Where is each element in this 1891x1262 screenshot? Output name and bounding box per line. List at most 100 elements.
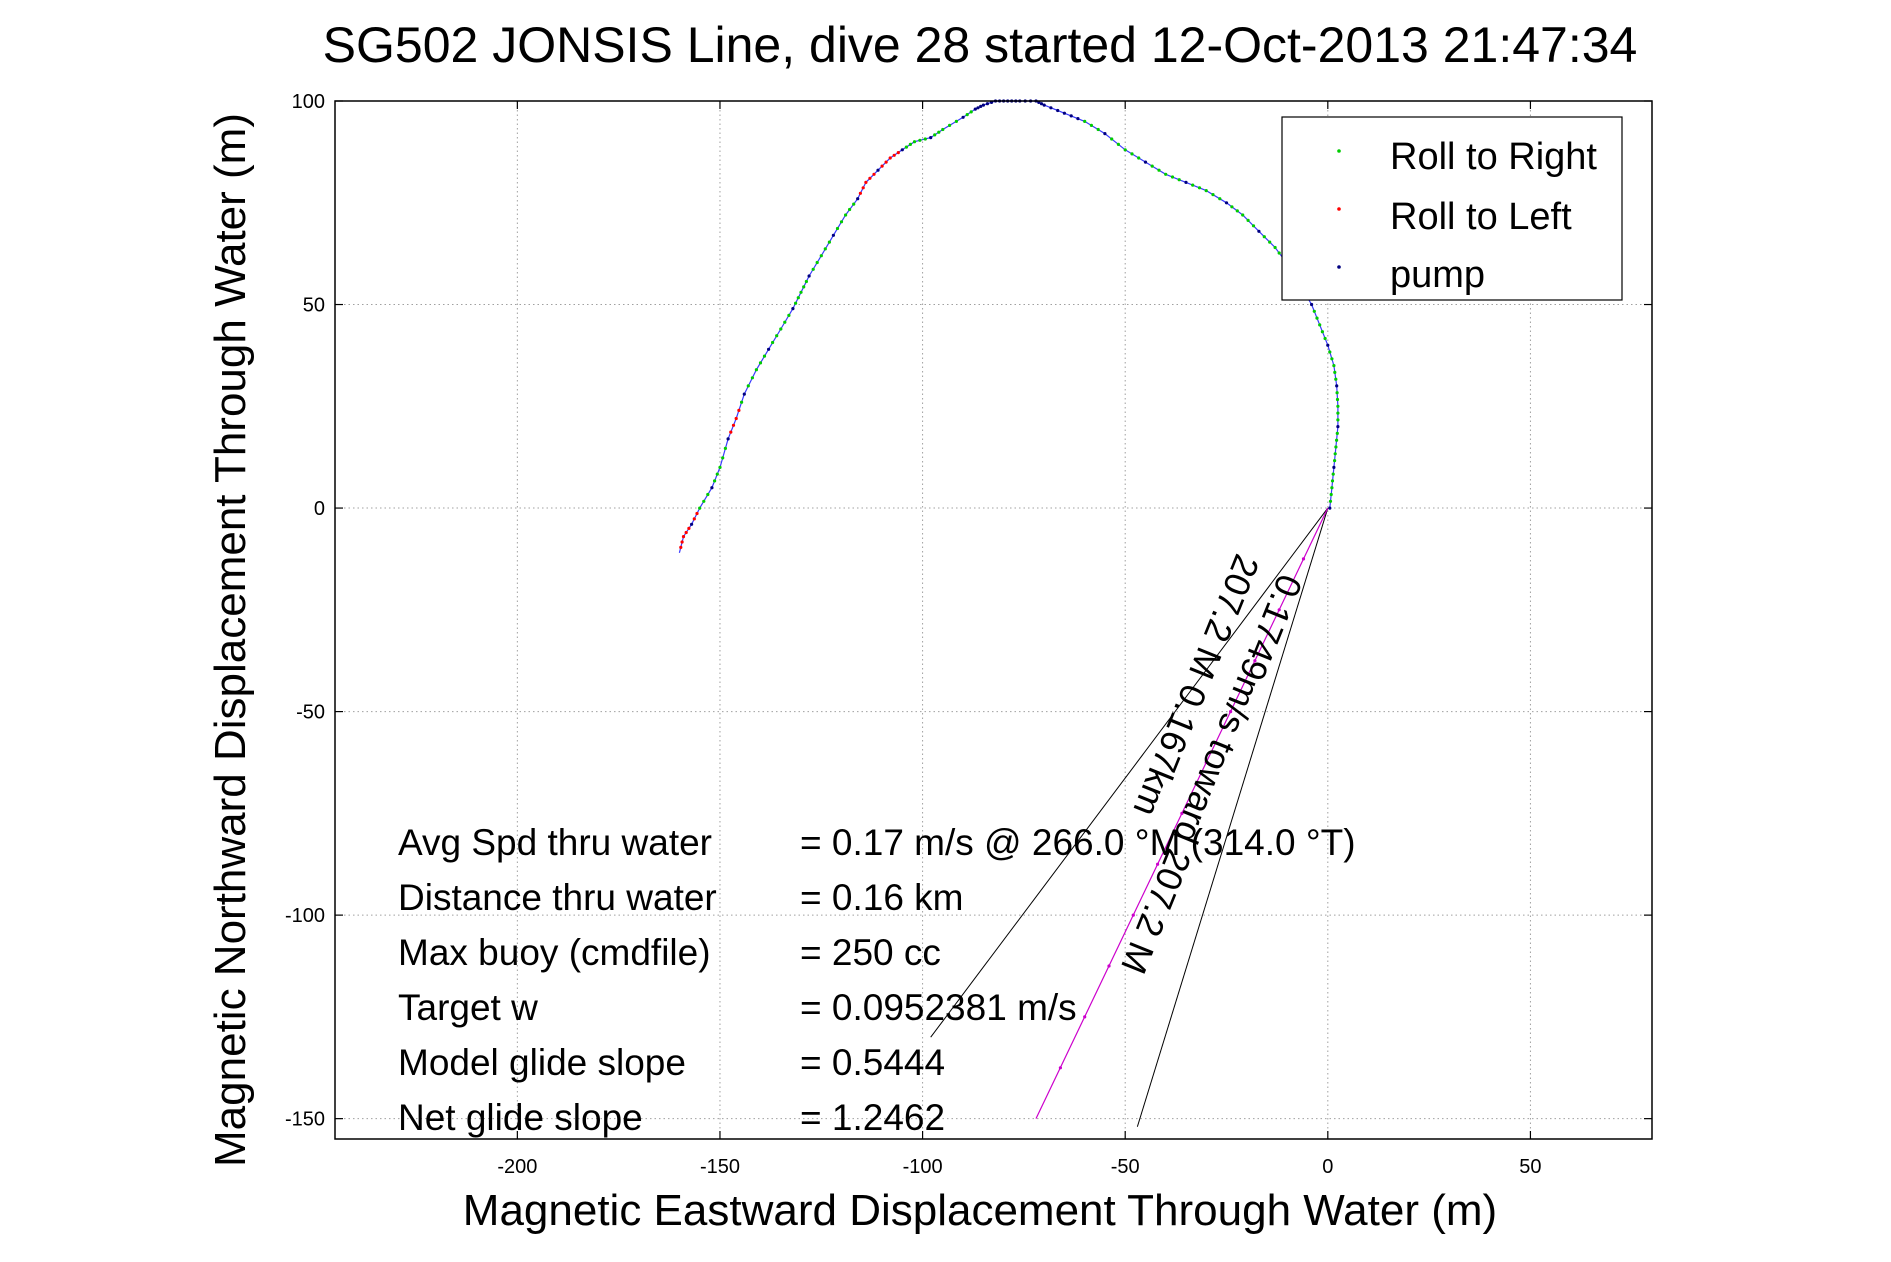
y-tick-label: -50	[296, 702, 325, 724]
marker-roll-right	[750, 376, 755, 380]
marker-roll-right	[1330, 486, 1334, 490]
marker-pump	[929, 136, 933, 140]
marker-roll-left	[729, 430, 733, 434]
marker-pump	[1326, 343, 1330, 347]
marker-pump	[831, 233, 836, 237]
marker-roll-right	[1164, 172, 1168, 176]
marker-roll-right	[1096, 127, 1100, 132]
marker-roll-right	[1315, 316, 1319, 320]
marker-pump	[1335, 384, 1339, 388]
marker-roll-left	[737, 408, 741, 412]
marker-roll-right	[715, 472, 719, 476]
marker-roll-right	[1334, 377, 1338, 381]
marker-roll-left	[892, 153, 896, 157]
marker-roll-right	[1157, 168, 1161, 172]
marker-roll-right	[908, 142, 913, 146]
marker-roll-right	[1123, 148, 1127, 152]
marker-roll-right	[746, 384, 750, 388]
marker-roll-left	[896, 151, 900, 155]
marker-roll-right	[1277, 251, 1281, 255]
marker-roll-left	[888, 156, 892, 160]
stat-value-distance: = 0.16 km	[800, 877, 964, 918]
marker-roll-left	[872, 172, 876, 176]
legend-label-roll-left: Roll to Left	[1390, 196, 1572, 238]
marker-roll-right	[1318, 323, 1322, 327]
x-tick-label: -100	[903, 1156, 943, 1178]
marker-roll-right	[1334, 445, 1338, 449]
current-wedge-line-1	[930, 507, 1329, 1038]
marker-roll-right	[796, 296, 800, 300]
marker-roll-right	[802, 285, 806, 289]
marker-roll-left	[734, 416, 738, 421]
marker-pump	[856, 197, 860, 201]
stat-value-net-glide: = 1.2462	[800, 1097, 945, 1138]
marker-pump	[961, 115, 965, 119]
marker-roll-right	[848, 207, 852, 212]
marker-roll-right	[771, 340, 775, 345]
marker-roll-right	[1336, 411, 1340, 415]
tick-labels: -200 -150 -100 -50 0 50 -150 -100 -50 0 50 100	[285, 91, 1542, 1178]
marker-pump	[807, 274, 811, 278]
stat-label-max-buoy: Max buoy (cmdfile)	[398, 932, 711, 973]
marker-roll-right	[1320, 330, 1324, 334]
marker-roll-right	[1333, 452, 1337, 456]
marker-roll-left	[687, 526, 691, 531]
marker-pump	[1224, 201, 1229, 205]
stat-value-target-w: = 0.0952381 m/s	[800, 987, 1077, 1028]
marker-roll-right	[811, 267, 815, 271]
marker-roll-right	[941, 127, 945, 132]
x-tick-label: -50	[1111, 1156, 1140, 1178]
marker-roll-right	[1332, 364, 1336, 368]
marker-roll-right	[1246, 218, 1250, 222]
marker-roll-right	[787, 313, 791, 317]
marker-roll-right	[1335, 438, 1339, 442]
marker-roll-right	[904, 145, 909, 149]
legend-marker-roll-left	[1337, 207, 1341, 211]
y-axis-label: Magnetic Northward Displacement Through …	[206, 113, 255, 1167]
marker-roll-right	[1137, 156, 1141, 160]
y-tick-label: -150	[285, 1109, 325, 1131]
marker-pump	[1076, 117, 1080, 121]
marker-roll-right	[1328, 499, 1333, 503]
marker-roll-right	[1335, 391, 1339, 395]
marker-roll-right	[937, 130, 941, 134]
marker-roll-left	[880, 164, 884, 168]
marker-roll-right	[1177, 178, 1181, 182]
marker-roll-right	[718, 465, 722, 469]
marker-pump	[1184, 180, 1188, 184]
marker-roll-right	[1330, 357, 1334, 361]
marker-roll-right	[815, 260, 819, 265]
marker-roll-right	[835, 226, 840, 231]
marker-roll-right	[1328, 350, 1332, 354]
marker-pump	[726, 437, 730, 441]
marker-roll-right	[918, 138, 922, 142]
marker-current	[1058, 1066, 1062, 1070]
marker-roll-right	[912, 140, 917, 144]
marker-roll-right	[721, 456, 725, 460]
marker-roll-right	[779, 327, 783, 331]
marker-pump	[973, 107, 977, 111]
current-wedge-line-2	[1136, 507, 1329, 1127]
marker-roll-right	[1335, 431, 1339, 435]
marker-roll-right	[823, 247, 827, 251]
marker-current	[1131, 913, 1135, 917]
stat-label-net-glide: Net glide slope	[398, 1097, 643, 1138]
marker-roll-left	[868, 176, 872, 180]
marker-roll-right	[827, 240, 832, 244]
marker-roll-right	[1191, 183, 1195, 187]
legend-label-pump: pump	[1390, 254, 1485, 296]
marker-roll-right	[852, 202, 856, 206]
marker-roll-left	[680, 540, 684, 544]
legend: Roll to Right Roll to Left pump	[1281, 116, 1623, 301]
marker-roll-right	[804, 279, 809, 284]
x-tick-label: 50	[1519, 1156, 1541, 1178]
marker-current	[1180, 811, 1184, 816]
marker-roll-right	[740, 400, 744, 404]
marker-roll-right	[948, 123, 952, 127]
marker-pump	[979, 104, 983, 108]
marker-pump	[1039, 102, 1044, 106]
marker-roll-left	[858, 191, 863, 195]
plot-markers	[679, 99, 1340, 1070]
marker-roll-right	[969, 110, 973, 114]
y-tick-label: 50	[303, 295, 325, 317]
